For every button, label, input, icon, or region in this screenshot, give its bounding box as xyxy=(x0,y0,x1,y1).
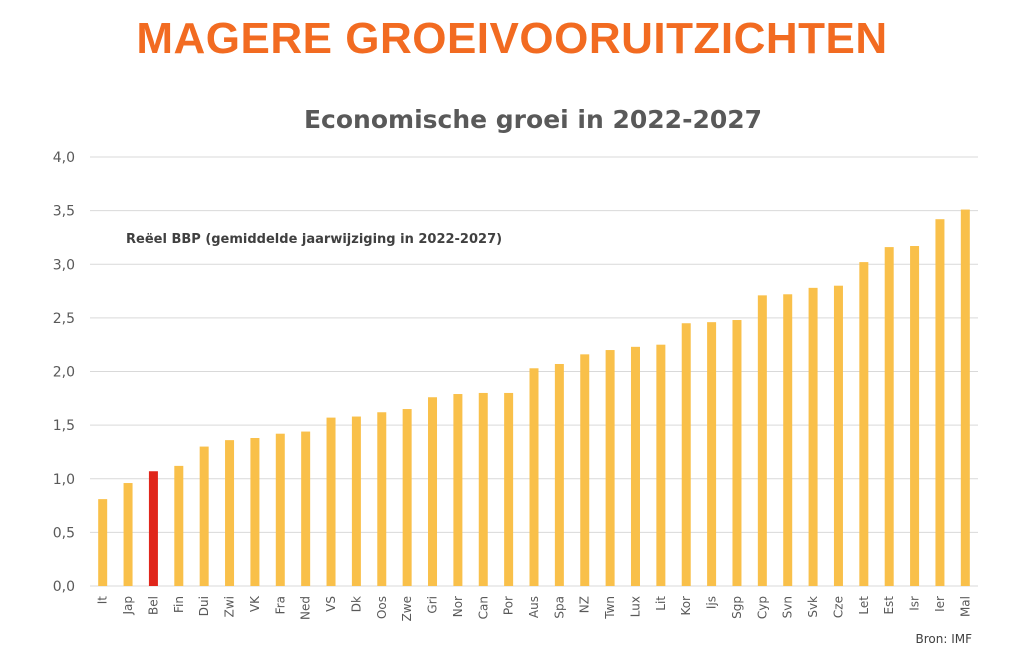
bar-vk xyxy=(250,437,260,586)
y-tick-label: 0,5 xyxy=(53,525,75,541)
bar-twn xyxy=(605,350,615,586)
y-tick-label: 0,0 xyxy=(53,579,75,595)
x-tick-label: Cyp xyxy=(755,596,769,619)
x-tick-label: Spa xyxy=(552,596,566,619)
x-tick-label: VS xyxy=(324,596,338,612)
x-tick-label: Jap xyxy=(121,596,135,616)
x-tick-label: Twn xyxy=(603,596,617,620)
bar-jap xyxy=(123,483,133,586)
x-tick-label: Fin xyxy=(172,596,186,613)
x-tick-label: VK xyxy=(248,595,262,612)
x-tick-label: Ier xyxy=(933,596,947,612)
x-tick-label: Bel xyxy=(146,596,160,615)
x-tick-label: Dk xyxy=(349,596,363,612)
y-tick-label: 1,0 xyxy=(53,472,75,488)
x-tick-label: Lux xyxy=(628,596,642,617)
chart-annotation: Reëel BBP (gemiddelde jaarwijziging in 2… xyxy=(126,232,502,247)
x-tick-label: Can xyxy=(476,596,490,619)
bar-gri xyxy=(428,397,438,586)
bar-svk xyxy=(808,287,818,586)
x-tick-label: Dui xyxy=(197,596,211,616)
bar-cyp xyxy=(757,295,767,586)
x-tick-label: Nor xyxy=(451,596,465,617)
x-tick-label: Mal xyxy=(958,596,972,617)
bar-fin xyxy=(174,465,184,586)
y-tick-label: 2,0 xyxy=(53,365,75,381)
x-tick-label: Est xyxy=(882,596,896,615)
bar-nor xyxy=(453,394,463,586)
bar-ier xyxy=(935,219,945,586)
y-tick-label: 1,5 xyxy=(53,418,75,434)
bar-kor xyxy=(681,323,691,586)
bar-lit xyxy=(656,344,666,586)
x-tick-label: Aus xyxy=(527,596,541,618)
bar-aus xyxy=(529,368,539,586)
x-tick-label: Zwe xyxy=(400,596,414,621)
x-tick-label: Fra xyxy=(273,596,287,614)
bar-dk xyxy=(351,416,361,586)
x-tick-label: Ned xyxy=(299,596,313,620)
x-axis-tick-labels: It Jap Bel Fin Dui Zwi VK Fra Ned VS Dk Oos Zwe Gri No… xyxy=(96,595,973,622)
x-tick-label: Svn xyxy=(781,596,795,618)
x-tick-label: Gri xyxy=(426,596,440,614)
bar-spa xyxy=(554,363,564,586)
bar-lux xyxy=(630,346,640,586)
x-tick-label: NZ xyxy=(578,596,592,613)
x-tick-label: Lit xyxy=(654,596,668,611)
y-tick-label: 2,5 xyxy=(53,311,75,327)
bar-it xyxy=(98,499,108,586)
bar-zwe xyxy=(402,409,412,586)
bar-bel xyxy=(148,471,158,586)
bar-vs xyxy=(326,417,336,586)
bar-cze xyxy=(833,285,843,586)
bar-por xyxy=(504,392,514,586)
bar-isr xyxy=(910,246,920,586)
x-tick-label: Sgp xyxy=(730,596,744,619)
bar-let xyxy=(859,262,869,586)
x-tick-label: Zwi xyxy=(223,596,237,617)
x-tick-label: Kor xyxy=(679,596,693,616)
bar-ijs xyxy=(707,322,717,586)
x-tick-label: Svk xyxy=(806,596,820,618)
y-axis-tick-labels: 0,0 0,5 1,0 1,5 2,0 2,5 3,0 3,5 4,0 xyxy=(53,150,75,595)
x-tick-label: Ijs xyxy=(705,596,719,609)
source-note: Bron: IMF xyxy=(915,632,972,646)
x-tick-label: Por xyxy=(502,596,516,615)
x-tick-label: Isr xyxy=(908,596,922,611)
bar-fra xyxy=(275,433,285,586)
bar-ned xyxy=(301,431,311,586)
x-tick-label: Cze xyxy=(831,596,845,618)
x-tick-label: Let xyxy=(857,596,871,615)
bars xyxy=(98,209,970,587)
headline: MAGERE GROEIVOORUITZICHTEN xyxy=(136,14,888,63)
bar-oos xyxy=(377,412,387,586)
chart-title: Economische groei in 2022-2027 xyxy=(304,105,762,134)
x-tick-label: It xyxy=(96,596,110,605)
bar-sgp xyxy=(732,320,742,586)
bar-can xyxy=(478,392,488,586)
bar-nz xyxy=(580,354,590,586)
bar-dui xyxy=(199,446,209,586)
bar-zwi xyxy=(225,440,235,586)
bar-svn xyxy=(783,294,793,586)
y-tick-label: 3,5 xyxy=(53,204,75,220)
y-tick-label: 4,0 xyxy=(53,150,75,166)
bar-est xyxy=(884,247,894,586)
y-tick-label: 3,0 xyxy=(53,257,75,273)
x-tick-label: Oos xyxy=(375,596,389,619)
bar-mal xyxy=(960,209,970,587)
